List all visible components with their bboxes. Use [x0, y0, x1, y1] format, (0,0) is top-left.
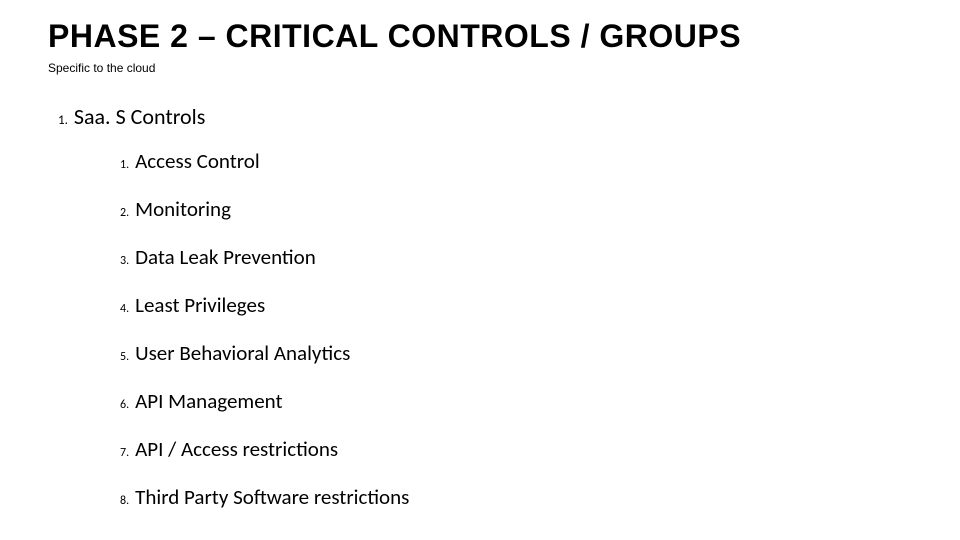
list-item: 4. Least Privileges [120, 292, 912, 318]
outer-list-item: 1. Saa. S Controls [58, 103, 912, 130]
list-item-label: API Management [135, 388, 282, 414]
list-item-label: API / Access restrictions [135, 436, 338, 462]
list-item-number: 7. [120, 446, 129, 460]
list-item: 8. Third Party Software restrictions [120, 484, 912, 510]
slide-subtitle: Specific to the cloud [48, 61, 912, 75]
list-item: 7. API / Access restrictions [120, 436, 912, 462]
list-item-label: Least Privileges [135, 292, 265, 318]
outer-list-number: 1. [58, 113, 68, 128]
list-item: 1. Access Control [120, 148, 912, 174]
list-item-label: User Behavioral Analytics [135, 340, 350, 366]
inner-list: 1. Access Control 2. Monitoring 3. Data … [120, 148, 912, 510]
list-item: 2. Monitoring [120, 196, 912, 222]
list-item-label: Access Control [135, 148, 260, 174]
outer-list-label: Saa. S Controls [74, 103, 205, 130]
list-item: 6. API Management [120, 388, 912, 414]
list-item-number: 3. [120, 254, 129, 268]
slide-container: PHASE 2 – CRITICAL CONTROLS / GROUPS Spe… [0, 0, 960, 510]
list-item-number: 1. [120, 158, 129, 172]
list-item-number: 6. [120, 398, 129, 412]
list-item-number: 4. [120, 302, 129, 316]
list-item: 3. Data Leak Prevention [120, 244, 912, 270]
list-item-label: Data Leak Prevention [135, 244, 316, 270]
list-item-number: 8. [120, 494, 129, 508]
list-item: 5. User Behavioral Analytics [120, 340, 912, 366]
list-item-label: Monitoring [135, 196, 231, 222]
list-item-label: Third Party Software restrictions [135, 484, 409, 510]
slide-title: PHASE 2 – CRITICAL CONTROLS / GROUPS [48, 18, 912, 55]
list-item-number: 2. [120, 206, 129, 220]
list-item-number: 5. [120, 350, 129, 364]
